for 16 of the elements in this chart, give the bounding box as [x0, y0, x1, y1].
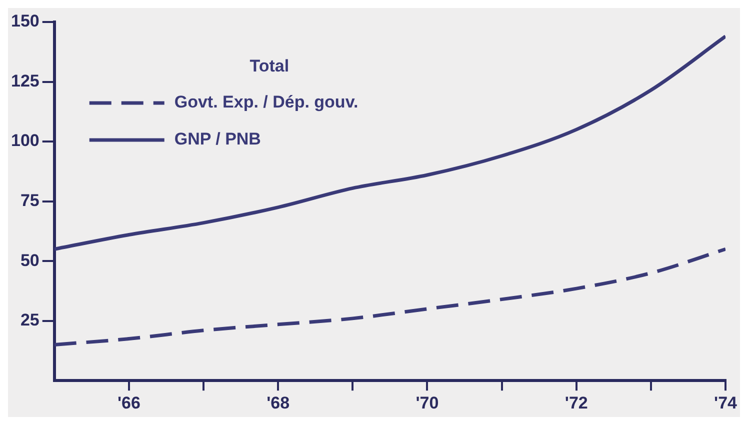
x-tick-label: '74	[714, 393, 738, 412]
line-series	[54, 34, 726, 251]
y-tick-label: 150	[10, 12, 40, 31]
y-tick-label: 100	[10, 131, 40, 150]
legend-title: Total	[250, 56, 290, 76]
legend-label: GNP / PNB	[174, 130, 261, 149]
x-tick-label: '66	[117, 393, 140, 412]
legend-label: Govt. Exp. / Dép. gouv.	[174, 92, 358, 112]
y-tick-label: 25	[20, 310, 40, 330]
x-tick-label: '68	[266, 393, 290, 412]
y-tick-label: 125	[10, 71, 40, 90]
y-tick-label: 75	[20, 190, 40, 210]
y-tick-label: 50	[20, 250, 40, 270]
x-tick-label: '70	[416, 393, 439, 412]
x-tick-label: '72	[564, 393, 588, 412]
line-series	[54, 247, 726, 346]
